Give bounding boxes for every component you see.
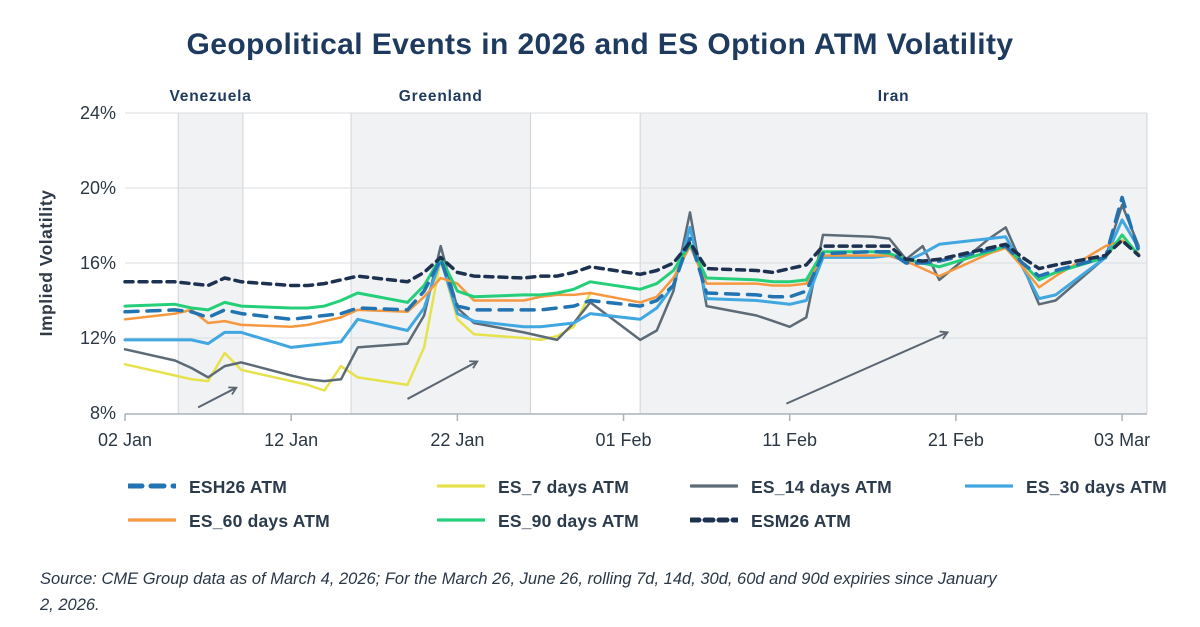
legend-item-esm26: ESM26 ATM — [688, 510, 852, 532]
legend-line-icon — [964, 484, 1014, 488]
x-tick-label: 03 Mar — [1094, 430, 1150, 450]
legend-item-esh26: ESH26 ATM — [126, 476, 288, 498]
x-tick-label: 01 Feb — [596, 430, 652, 450]
legend-label: ESH26 ATM — [189, 476, 288, 497]
legend-label: ES_60 days ATM — [189, 510, 330, 531]
legend-item-es30: ES_30 days ATM — [964, 476, 1167, 498]
y-axis-title: Implied Volatility — [36, 190, 56, 337]
legend-swatch-es30 — [964, 478, 1014, 496]
series-line-esm26-atm — [123, 238, 1141, 288]
legend-line-icon — [436, 518, 486, 522]
event-band-label: Venezuela — [169, 88, 251, 105]
legend-label: ES_30 days ATM — [1026, 476, 1167, 497]
legend-swatch-es90 — [436, 512, 486, 530]
legend-label: ES_90 days ATM — [498, 510, 639, 531]
legend-swatch-es7 — [436, 478, 486, 496]
legend-line-icon — [126, 483, 178, 489]
x-tick-label: 11 Feb — [762, 430, 817, 450]
y-tick-label: 20% — [80, 178, 116, 198]
legend-label: ES_7 days ATM — [498, 476, 629, 497]
legend-line-icon — [689, 484, 739, 488]
source-note: Source: CME Group data as of March 4, 20… — [40, 569, 997, 614]
series-line-es-90-days-atm — [123, 233, 1141, 312]
trend-arrow — [785, 330, 950, 405]
event-band-label: Iran — [878, 88, 910, 105]
volatility-line-chart: Venezuela Greenland Iran 8% 12% 16% 20% 24% Impl… — [36, 88, 1150, 450]
y-tick-label: 8% — [90, 403, 116, 423]
legend-item-es90: ES_90 days ATM — [436, 510, 639, 532]
y-tick-label: 24% — [80, 103, 116, 123]
trend-arrow — [407, 360, 479, 400]
series-line-es-60-days-atm — [123, 239, 1140, 329]
legend-swatch-es60 — [127, 512, 177, 530]
legend-item-es7: ES_7 days ATM — [436, 476, 629, 498]
x-tick-label: 22 Jan — [430, 430, 484, 450]
series-line-es-30-days-atm — [123, 218, 1141, 349]
legend-item-es14: ES_14 days ATM — [689, 476, 892, 498]
legend-line-icon — [127, 518, 177, 522]
legend-label: ESM26 ATM — [751, 510, 852, 531]
x-tick-label: 12 Jan — [264, 430, 318, 450]
x-tick-label: 02 Jan — [98, 430, 152, 450]
legend-swatch-es14 — [689, 478, 739, 496]
legend-line-icon — [688, 517, 740, 523]
series-line-es-14-days-atm — [123, 203, 1140, 383]
legend-line-icon — [436, 484, 486, 488]
event-band-label: Greenland — [399, 88, 483, 105]
y-tick-label: 12% — [80, 328, 116, 348]
y-tick-label: 16% — [80, 253, 116, 273]
legend-item-es60: ES_60 days ATM — [127, 510, 330, 532]
legend-label: ES_14 days ATM — [751, 476, 892, 497]
chart-title: Geopolitical Events in 2026 and ES Optio… — [186, 28, 1014, 61]
series-line-es-7-days-atm — [123, 258, 592, 392]
legend-swatch-esh26 — [126, 478, 178, 496]
trend-arrow — [197, 386, 238, 409]
x-tick-label: 21 Feb — [928, 430, 984, 450]
series-line-esh26-atm — [123, 195, 1141, 322]
legend-swatch-esm26 — [688, 512, 740, 530]
